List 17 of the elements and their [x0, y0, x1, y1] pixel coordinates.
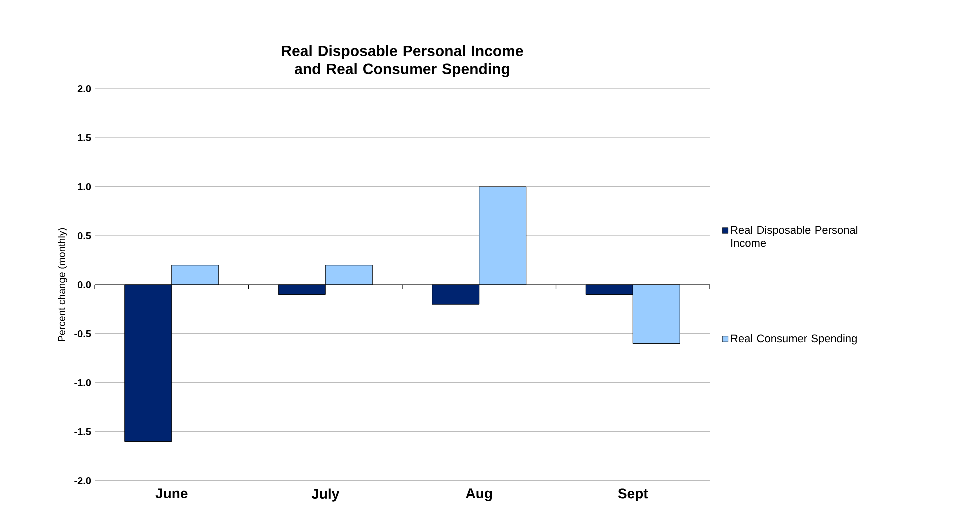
y-tick-label: 0.5 [78, 232, 92, 240]
legend-label: Real Consumer Spending [731, 334, 857, 345]
y-tick-label: 2.0 [78, 85, 92, 93]
x-tick-label: July [312, 488, 340, 502]
y-axis-title: Percent change (monthly) [58, 228, 68, 342]
y-tick-label: -1.0 [74, 379, 92, 387]
legend-label: Real Disposable Personal Income [731, 226, 858, 248]
y-tick-label: -2.0 [74, 477, 92, 485]
y-tick-label: 0.0 [78, 281, 92, 289]
chart-title: Real Disposable Personal Income and Real Consumer Spending [282, 45, 524, 78]
y-tick-label: 1.5 [78, 134, 92, 142]
y-tick-label: 1.0 [78, 183, 92, 191]
y-tick-label: -0.5 [74, 330, 92, 338]
x-tick-label: Aug [466, 488, 492, 502]
y-tick-label: -1.5 [74, 428, 92, 436]
x-tick-label: June [156, 488, 188, 499]
x-tick-label: Sept [618, 488, 648, 502]
